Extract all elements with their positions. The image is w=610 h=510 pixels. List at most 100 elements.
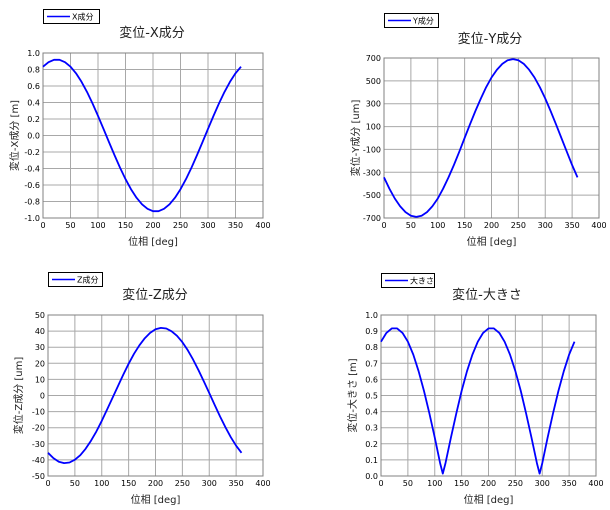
chart-title: 変位-大きさ [452, 287, 522, 303]
x-tick-label: 400 [591, 221, 606, 230]
chart-title: 変位-X成分 [119, 25, 185, 41]
x-tick-label: 400 [255, 221, 270, 230]
plot-frame [47, 314, 264, 477]
y-tick-label: -50 [32, 472, 45, 481]
x-tick-label: 0 [40, 221, 45, 230]
x-tick-label: 0 [378, 479, 383, 488]
x-axis-label: 位相 [deg] [128, 235, 178, 248]
legend-box [384, 13, 439, 28]
legend-label: Z成分 [77, 275, 98, 285]
x-tick-label: 250 [511, 221, 526, 230]
x-tick-label: 200 [145, 221, 160, 230]
y-tick-label: 100 [366, 123, 381, 132]
x-tick-label: 250 [508, 479, 523, 488]
x-tick-label: 50 [70, 479, 80, 488]
y-tick-label: 300 [366, 100, 381, 109]
y-tick-label: 50 [35, 311, 45, 320]
x-tick-label: 350 [228, 221, 243, 230]
x-tick-label: 0 [381, 221, 386, 230]
y-tick-label: -30 [32, 440, 45, 449]
y-tick-label: 0.2 [365, 440, 378, 449]
x-tick-label: 350 [564, 221, 579, 230]
y-tick-label: 0.4 [27, 99, 40, 108]
series-line [383, 58, 579, 218]
y-tick-label: -0.8 [24, 198, 40, 207]
x-tick-label: 200 [484, 221, 499, 230]
y-tick-label: 700 [366, 54, 381, 63]
x-axis-label: 位相 [deg] [467, 235, 517, 248]
series-line [380, 327, 576, 475]
x-axis-label: 位相 [deg] [131, 493, 181, 506]
y-tick-label: -20 [32, 424, 45, 433]
y-tick-label: -300 [363, 168, 381, 177]
y-tick-label: -100 [363, 145, 381, 154]
series-line [42, 58, 242, 213]
x-axis-label: 位相 [deg] [464, 493, 514, 506]
x-tick-label: 300 [200, 221, 215, 230]
x-tick-label: 100 [430, 221, 445, 230]
y-tick-label: 40 [35, 327, 45, 336]
y-axis-label: 変位-Z成分 [um] [12, 357, 25, 435]
legend-label: X成分 [72, 12, 93, 22]
x-tick-label: 200 [481, 479, 496, 488]
x-tick-label: 350 [228, 479, 243, 488]
x-tick-label: 50 [65, 221, 75, 230]
y-tick-label: 1.0 [27, 49, 40, 58]
y-tick-label: 0.5 [365, 392, 378, 401]
x-tick-label: 0 [45, 479, 50, 488]
y-tick-label: -700 [363, 214, 381, 223]
x-tick-label: 150 [457, 221, 472, 230]
y-tick-label: 0.0 [365, 472, 378, 481]
y-tick-label: 0.8 [27, 66, 40, 75]
y-tick-label: 20 [35, 359, 45, 368]
y-tick-label: 0 [40, 392, 45, 401]
x-tick-label: 300 [538, 221, 553, 230]
y-tick-label: 0.8 [365, 343, 378, 352]
x-tick-label: 250 [175, 479, 190, 488]
y-tick-label: 0.9 [365, 327, 378, 336]
y-axis-label: 変位-大きさ [m] [346, 358, 359, 432]
x-tick-label: 100 [427, 479, 442, 488]
y-tick-label: 0.3 [365, 424, 378, 433]
legend-box [48, 272, 103, 287]
x-tick-label: 150 [121, 479, 136, 488]
chart-title: 変位-Y成分 [458, 31, 523, 47]
x-tick-label: 50 [403, 479, 413, 488]
y-tick-label: 10 [35, 375, 45, 384]
y-tick-label: -10 [32, 408, 45, 417]
y-tick-label: -0.6 [24, 181, 40, 190]
plot-frame [380, 314, 597, 477]
plot-frame [383, 57, 600, 219]
y-tick-label: 0.7 [365, 359, 378, 368]
x-tick-label: 150 [454, 479, 469, 488]
chart-title: 変位-Z成分 [122, 287, 188, 303]
y-tick-label: -1.0 [24, 214, 40, 223]
y-tick-label: 1.0 [365, 311, 378, 320]
y-axis-label: 変位-X成分 [m] [8, 100, 21, 171]
series-line [47, 326, 243, 465]
x-tick-label: 50 [406, 221, 416, 230]
y-tick-label: 30 [35, 343, 45, 352]
x-tick-label: 250 [173, 221, 188, 230]
y-tick-label: 0.2 [27, 115, 40, 124]
x-tick-label: 200 [148, 479, 163, 488]
x-tick-label: 300 [535, 479, 550, 488]
y-tick-label: -500 [363, 191, 381, 200]
y-tick-label: -40 [32, 456, 45, 465]
y-tick-label: 500 [366, 77, 381, 86]
y-tick-label: 0.4 [365, 408, 378, 417]
y-tick-label: -0.2 [24, 148, 40, 157]
x-tick-label: 300 [202, 479, 217, 488]
x-tick-label: 400 [255, 479, 270, 488]
legend-label: 大きさ [410, 276, 434, 286]
x-tick-label: 400 [588, 479, 603, 488]
y-tick-label: 0.6 [27, 82, 40, 91]
x-tick-label: 150 [118, 221, 133, 230]
y-tick-label: 0.1 [365, 456, 378, 465]
plot-frame [42, 52, 264, 219]
